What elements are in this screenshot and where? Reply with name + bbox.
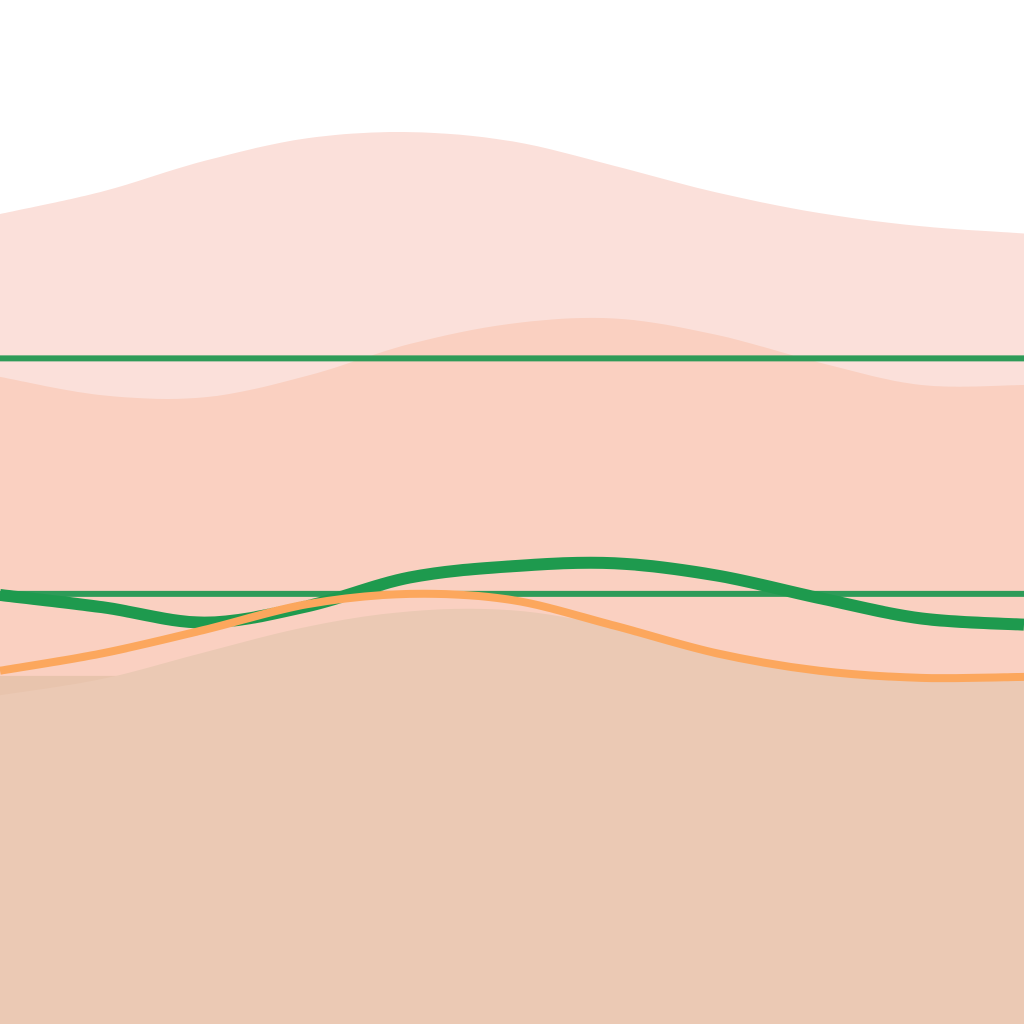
series-line-1: [0, 556, 1024, 631]
series-line-2: [0, 589, 1024, 683]
area-band-4: [0, 608, 1024, 1024]
series-lines-layer: [0, 556, 1024, 683]
areas-layer: [0, 132, 1024, 1024]
reference-lines-layer: [0, 355, 1024, 597]
